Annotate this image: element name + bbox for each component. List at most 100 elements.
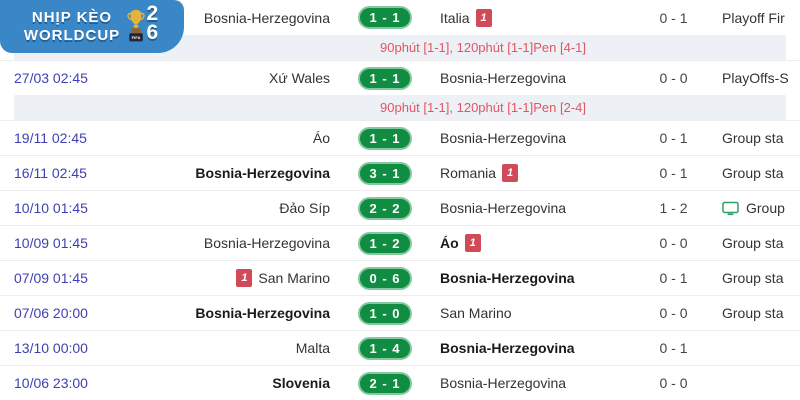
home-team-name: Bosnia-Herzegovina (195, 305, 330, 321)
home-team-cell: Malta (150, 340, 330, 356)
stage-label: Group sta (722, 130, 784, 146)
away-team-name: San Marino (440, 305, 512, 321)
tv-broadcast-icon (722, 201, 739, 216)
stage-cell: Group sta (722, 165, 800, 181)
stage-label: PlayOffs-S (722, 70, 789, 86)
site-logo-text: NHỊP KÈO WORLDCUP (24, 9, 120, 44)
match-date: 07/06 20:00 (14, 305, 88, 321)
home-team-name: Malta (295, 340, 330, 356)
home-red-card-badge: 1 (236, 269, 253, 287)
fulltime-score-cell: 1 - 4 (330, 336, 440, 360)
away-team-name: Bosnia-Herzegovina (440, 375, 567, 391)
match-row[interactable]: Bosnia-Herzegovina 1 - 1 Italia 1 0 - 1 … (0, 0, 800, 35)
home-team-cell: Áo (150, 130, 330, 146)
fulltime-score-cell: 1 - 1 (330, 66, 440, 90)
match-row[interactable]: 27/03 02:45 Xứ Wales 1 - 1 Bosnia-Herzeg… (0, 60, 800, 95)
match-date: 10/06 23:00 (14, 375, 88, 391)
fulltime-score-badge: 1 - 1 (358, 126, 412, 150)
home-team-name: Bosnia-Herzegovina (203, 235, 330, 251)
away-red-card-badge: 1 (502, 164, 519, 182)
home-team-cell: Slovenia (150, 375, 330, 391)
stage-cell: Group sta (722, 270, 800, 286)
match-date: 10/09 01:45 (14, 235, 88, 251)
away-team-name: Bosnia-Herzegovina (440, 270, 575, 286)
fulltime-score-badge: 2 - 1 (358, 371, 412, 395)
penalty-note-text: 90phút [1-1], 120phút [1-1]Pen [4-1] (380, 40, 586, 55)
fulltime-score-cell: 0 - 6 (330, 266, 440, 290)
match-row[interactable]: 10/10 01:45 Đảo Síp 2 - 2 Bosnia-Herzego… (0, 190, 800, 225)
stage-label: Group sta (722, 235, 784, 251)
fulltime-score-badge: 1 - 2 (358, 231, 412, 255)
stage-cell: Group (722, 200, 800, 216)
match-row[interactable]: 13/10 00:00 Malta 1 - 4 Bosnia-Herzegovi… (0, 330, 800, 365)
home-team-name: Bosnia-Herzegovina (195, 165, 330, 181)
fulltime-score-badge: 1 - 1 (358, 66, 412, 90)
fulltime-score-badge: 1 - 4 (358, 336, 412, 360)
match-row[interactable]: 10/09 01:45 Bosnia-Herzegovina 1 - 2 Áo … (0, 225, 800, 260)
home-team-cell: Bosnia-Herzegovina (150, 10, 330, 26)
match-date: 16/11 02:45 (14, 165, 87, 181)
stage-label: Group sta (722, 165, 784, 181)
away-team-cell: Bosnia-Herzegovina (440, 130, 625, 146)
home-team-cell: Đảo Síp (150, 200, 330, 216)
away-red-card-badge: 1 (464, 234, 481, 252)
stage-cell: Group sta (722, 130, 800, 146)
fulltime-score-badge: 1 - 1 (358, 6, 412, 29)
home-team-name: San Marino (258, 270, 330, 286)
away-team-cell: Bosnia-Herzegovina (440, 375, 625, 391)
home-team-cell: 1 San Marino (150, 269, 330, 287)
away-team-name: Bosnia-Herzegovina (440, 200, 567, 216)
home-team-cell: Bosnia-Herzegovina (150, 235, 330, 251)
home-team-name: Xứ Wales (269, 70, 330, 86)
fulltime-score-badge: 3 - 1 (358, 161, 412, 185)
match-row[interactable]: 10/06 23:00 Slovenia 2 - 1 Bosnia-Herzeg… (0, 365, 800, 400)
home-team-name: Bosnia-Herzegovina (203, 9, 330, 26)
away-team-cell: Áo 1 (440, 234, 625, 252)
stage-label: Group (746, 200, 785, 216)
fulltime-score-badge: 1 - 0 (358, 301, 412, 325)
fulltime-score-badge: 0 - 6 (358, 266, 412, 290)
halftime-score: 0 - 0 (659, 70, 688, 86)
away-team-cell: Bosnia-Herzegovina (440, 200, 625, 216)
home-team-cell: Bosnia-Herzegovina (150, 165, 330, 181)
match-row[interactable]: 07/06 20:00 Bosnia-Herzegovina 1 - 0 San… (0, 295, 800, 330)
away-red-card-badge: 1 (475, 8, 492, 27)
penalty-note-row: 90phút [1-1], 120phút [1-1]Pen [2-4] (14, 95, 786, 120)
logo-line-2: WORLDCUP (23, 26, 121, 44)
away-team-name: Italia (440, 9, 470, 26)
stage-cell: Playoff Fir (722, 10, 800, 26)
away-team-cell: San Marino (440, 305, 625, 321)
stage-cell: PlayOffs-S (722, 70, 800, 86)
fulltime-score-cell: 3 - 1 (330, 161, 440, 185)
match-row[interactable]: 19/11 02:45 Áo 1 - 1 Bosnia-Herzegovina … (0, 120, 800, 155)
home-team-name: Áo (312, 130, 330, 146)
fulltime-score-cell: 1 - 1 (330, 126, 440, 150)
away-team-cell: Italia 1 (440, 8, 625, 27)
halftime-score: 0 - 1 (659, 340, 688, 356)
logo-line-1: NHỊP KÈO (31, 9, 113, 27)
halftime-score: 1 - 2 (659, 200, 688, 216)
away-team-cell: Bosnia-Herzegovina (440, 340, 625, 356)
site-logo: NHỊP KÈO WORLDCUP 2 6 FIFA (0, 0, 184, 53)
stage-label: Playoff Fir (722, 9, 785, 26)
fulltime-score-cell: 1 - 1 (330, 6, 440, 29)
halftime-score: 0 - 1 (659, 270, 688, 286)
stage-label: Group sta (722, 270, 784, 286)
stage-cell: Group sta (722, 305, 800, 321)
fulltime-score-cell: 1 - 0 (330, 301, 440, 325)
match-row[interactable]: 16/11 02:45 Bosnia-Herzegovina 3 - 1 Rom… (0, 155, 800, 190)
away-team-name: Bosnia-Herzegovina (440, 340, 575, 356)
logo-digit-6: 6 (146, 21, 159, 45)
fulltime-score-cell: 1 - 2 (330, 231, 440, 255)
world-cup-trophy-icon: FIFA (127, 9, 145, 41)
stage-label: Group sta (722, 305, 784, 321)
away-team-name: Bosnia-Herzegovina (440, 70, 567, 86)
home-team-cell: Bosnia-Herzegovina (150, 305, 330, 321)
match-row[interactable]: 07/09 01:45 1 San Marino 0 - 6 Bosnia-He… (0, 260, 800, 295)
fulltime-score-cell: 2 - 1 (330, 371, 440, 395)
fulltime-score-badge: 2 - 2 (358, 196, 412, 220)
halftime-score: 0 - 0 (659, 375, 688, 391)
match-date: 19/11 02:45 (14, 130, 87, 146)
